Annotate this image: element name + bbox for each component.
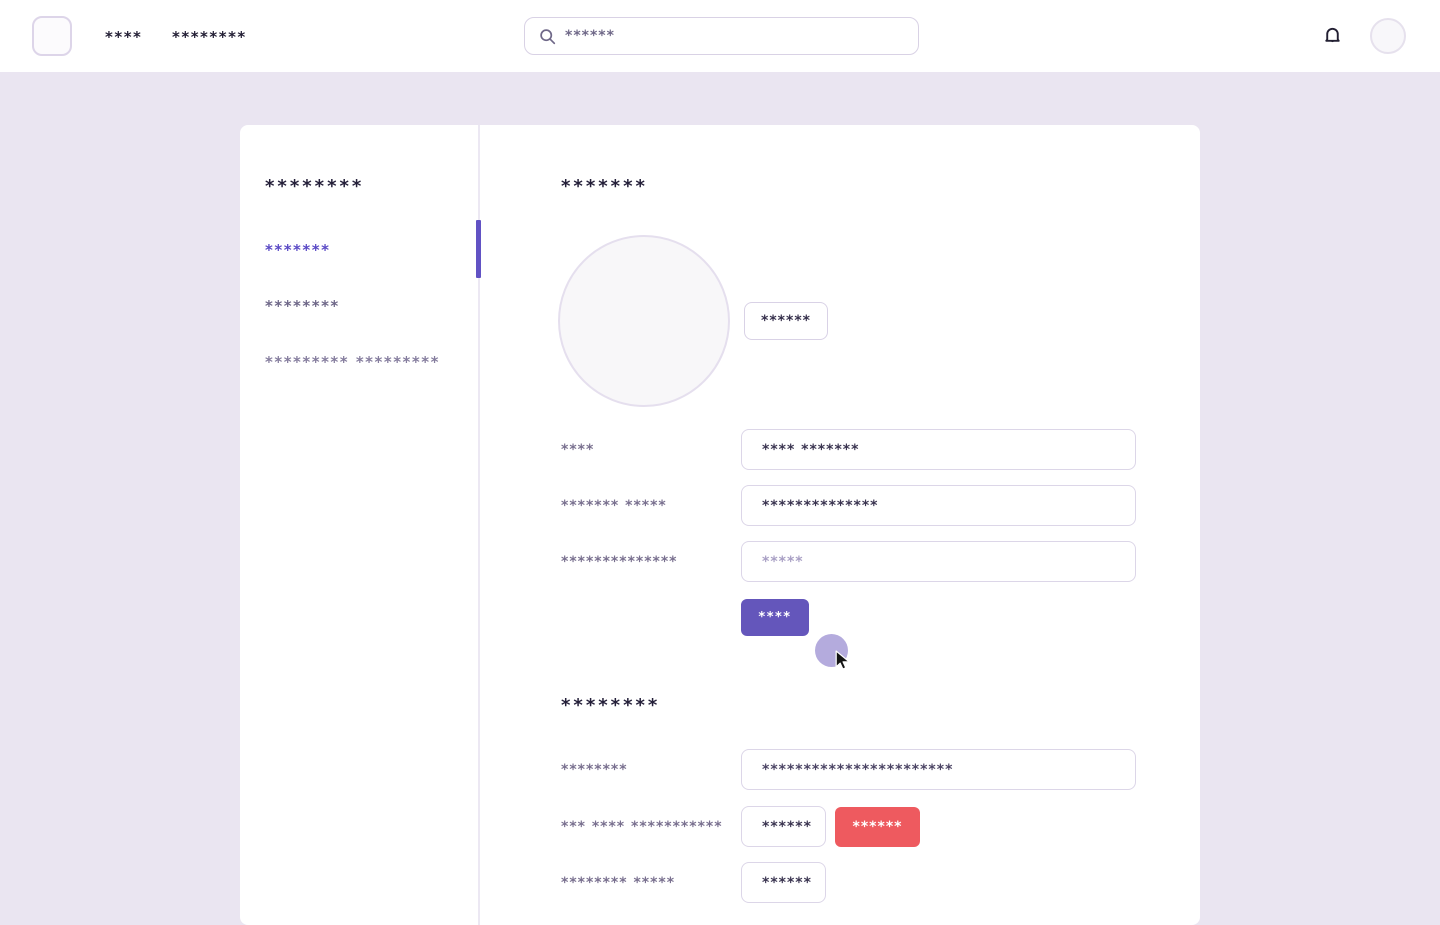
text-input-field6[interactable] <box>741 862 826 903</box>
danger-action-button[interactable]: ****** <box>835 806 920 847</box>
sidebar-heading: ******** <box>265 176 365 197</box>
notification-bell-icon[interactable] <box>1321 24 1344 48</box>
search-input[interactable] <box>565 28 895 44</box>
text-input-field1[interactable] <box>741 429 1136 470</box>
sidebar-item-2[interactable]: ******** <box>265 297 340 315</box>
profile-avatar <box>558 235 730 407</box>
active-item-indicator <box>476 220 481 278</box>
text-input-field3[interactable] <box>741 541 1136 582</box>
mouse-cursor-icon <box>835 650 850 670</box>
form-row: *** **** *********** ****** <box>561 806 920 847</box>
field-label: ******** ***** <box>561 874 676 891</box>
form-row: **** <box>561 429 1136 470</box>
text-input-field2[interactable] <box>741 485 1136 526</box>
text-input-field5[interactable] <box>741 806 826 847</box>
top-navbar: **** ******** <box>0 0 1440 72</box>
form-row: ******** ***** <box>561 862 826 903</box>
nav-item-1[interactable]: **** <box>105 28 143 46</box>
form-row: ******** <box>561 749 1136 790</box>
field-label: ************** <box>561 553 678 570</box>
upload-avatar-button[interactable]: ****** <box>744 302 828 340</box>
sidebar-item-3[interactable]: ********* ********* <box>265 353 440 371</box>
avatar-row: ****** <box>558 235 828 407</box>
sidebar-item-active[interactable]: ******* <box>265 241 331 259</box>
field-label: ******** <box>561 761 628 778</box>
settings-card: ******** ******* ******** ********* ****… <box>240 125 1200 925</box>
section-heading: ******** <box>561 695 661 716</box>
form-row: ******* ***** <box>561 485 1136 526</box>
form-row: ************** <box>561 541 1136 582</box>
app-logo[interactable] <box>32 16 72 56</box>
field-label: ******* ***** <box>561 497 667 514</box>
nav-item-2[interactable]: ******** <box>172 28 247 46</box>
page-title: ******* <box>561 176 648 197</box>
field-label: **** <box>561 441 595 458</box>
save-button[interactable]: **** <box>741 599 809 636</box>
text-input-field4[interactable] <box>741 749 1136 790</box>
search-box[interactable] <box>524 17 919 55</box>
user-avatar[interactable] <box>1370 18 1406 54</box>
field-label: *** **** *********** <box>561 818 723 835</box>
sidebar-divider <box>478 125 480 925</box>
search-icon <box>540 28 556 44</box>
